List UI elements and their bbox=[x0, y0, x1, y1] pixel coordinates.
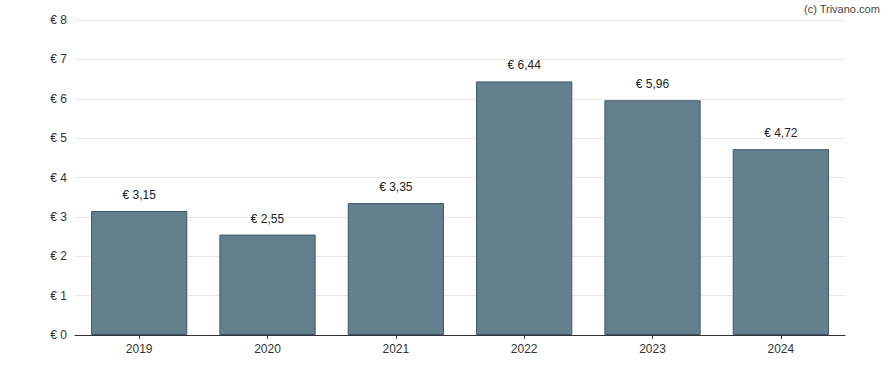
svg-text:€ 4: € 4 bbox=[50, 171, 67, 185]
svg-text:2019: 2019 bbox=[126, 342, 153, 356]
svg-text:2022: 2022 bbox=[511, 342, 538, 356]
svg-text:€ 2,55: € 2,55 bbox=[251, 212, 285, 226]
svg-text:€ 8: € 8 bbox=[50, 13, 67, 27]
svg-text:€ 2: € 2 bbox=[50, 249, 67, 263]
svg-text:€ 4,72: € 4,72 bbox=[764, 126, 798, 140]
svg-text:€ 5: € 5 bbox=[50, 131, 67, 145]
svg-text:€ 6,44: € 6,44 bbox=[507, 58, 541, 72]
svg-text:€ 7: € 7 bbox=[50, 52, 67, 66]
svg-text:€ 6: € 6 bbox=[50, 92, 67, 106]
svg-text:2020: 2020 bbox=[254, 342, 281, 356]
svg-text:€ 5,96: € 5,96 bbox=[636, 77, 670, 91]
svg-text:€ 1: € 1 bbox=[50, 289, 67, 303]
svg-text:€ 3: € 3 bbox=[50, 210, 67, 224]
svg-text:€ 0: € 0 bbox=[50, 328, 67, 342]
svg-text:€ 3,15: € 3,15 bbox=[122, 188, 156, 202]
svg-text:€ 3,35: € 3,35 bbox=[379, 180, 413, 194]
svg-text:2021: 2021 bbox=[382, 342, 409, 356]
svg-text:2024: 2024 bbox=[767, 342, 794, 356]
svg-text:2023: 2023 bbox=[639, 342, 666, 356]
svg-text:(c) Trivano.com: (c) Trivano.com bbox=[804, 3, 880, 15]
